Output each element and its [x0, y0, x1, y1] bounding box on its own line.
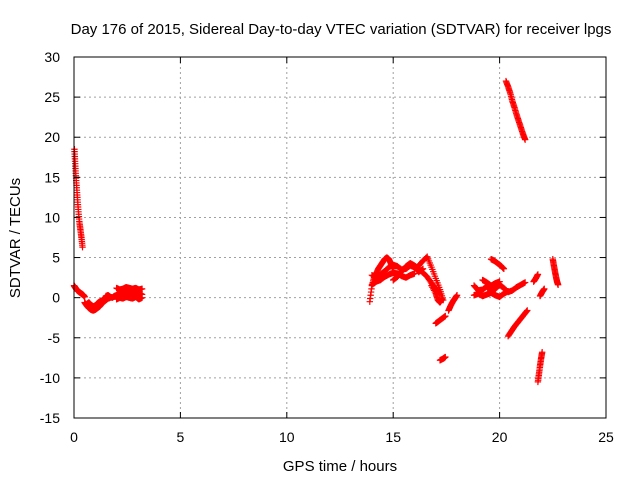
- x-tick-label: 5: [177, 429, 185, 445]
- data-point: [411, 270, 418, 277]
- data-point: [500, 264, 507, 272]
- x-tick-label: 25: [598, 429, 614, 445]
- data-point: [541, 285, 548, 293]
- y-tick-label: 25: [44, 89, 60, 105]
- y-tick-label: -10: [40, 370, 60, 386]
- data-points: [70, 77, 562, 386]
- y-tick-label: 0: [52, 290, 60, 306]
- data-point: [442, 312, 449, 320]
- data-point: [79, 243, 86, 251]
- grid-lines: [74, 57, 606, 418]
- x-tick-label: 20: [492, 429, 508, 445]
- data-point: [534, 271, 542, 278]
- y-tick-label: 30: [44, 49, 60, 65]
- data-point: [554, 281, 562, 289]
- data-point: [521, 279, 529, 286]
- data-point: [138, 285, 146, 293]
- y-tick-label: -15: [40, 410, 60, 426]
- data-point: [523, 308, 530, 315]
- y-tick-label: -5: [48, 330, 61, 346]
- y-tick-label: 20: [44, 129, 60, 145]
- data-point: [442, 353, 449, 361]
- plot-frame: [73, 56, 607, 419]
- data-point: [524, 307, 531, 314]
- data-point: [453, 292, 461, 299]
- chart-title: Day 176 of 2015, Sidereal Day-to-day VTE…: [71, 21, 612, 38]
- y-axis-label: SDTVAR / TECUs: [7, 178, 24, 298]
- x-axis-label: GPS time / hours: [283, 458, 397, 475]
- data-point: [496, 278, 503, 285]
- data-point: [538, 349, 546, 356]
- data-point: [499, 264, 506, 271]
- y-axis-ticks: -15 -10 -5 0 5 10 15 20 25 30: [40, 49, 606, 426]
- data-point: [438, 296, 446, 303]
- y-tick-label: 5: [52, 250, 60, 266]
- y-tick-label: 15: [44, 169, 60, 185]
- x-tick-label: 0: [70, 429, 78, 445]
- x-axis-ticks: 0 5 10 15 20 25: [70, 57, 614, 445]
- data-point: [138, 294, 146, 301]
- x-tick-label: 15: [385, 429, 401, 445]
- x-tick-label: 10: [279, 429, 295, 445]
- data-point: [521, 136, 529, 143]
- y-tick-label: 10: [44, 209, 60, 225]
- data-point: [81, 293, 88, 301]
- data-point: [500, 265, 508, 272]
- data-point: [504, 288, 512, 295]
